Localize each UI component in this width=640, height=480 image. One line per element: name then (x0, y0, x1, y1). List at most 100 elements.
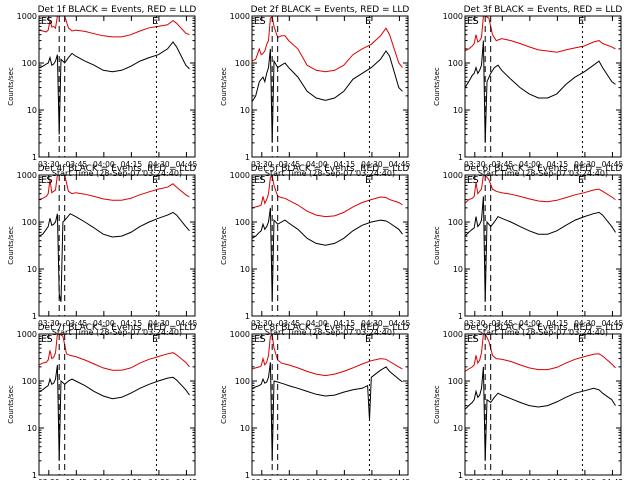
y-tick-label: 1000 (230, 12, 250, 21)
event-marker-label: S (46, 16, 52, 27)
plot-frame (251, 174, 409, 317)
x-tick-label: 04:00 (519, 160, 541, 169)
x-tick-label: 03:30 (38, 160, 60, 169)
y-axis-label: Counts/sec (7, 226, 15, 265)
y-tick-label: 100 (22, 218, 37, 227)
panel-title: Det 6f BLACK = Events, RED = LLD (464, 164, 623, 174)
event-marker-label: S (472, 334, 478, 345)
x-tick-label: 04:45 (176, 319, 198, 328)
y-tick-label: 1 (32, 471, 37, 480)
x-tick-label: 04:00 (93, 319, 115, 328)
x-tick-label: 04:45 (389, 319, 411, 328)
x-axis-label: Start Time (28-Sep-07 03:24:40) (265, 328, 395, 337)
y-tick-label: 1 (458, 153, 463, 162)
x-tick-label: 04:45 (389, 478, 411, 480)
event-marker-label: E (365, 16, 371, 27)
event-marker-label: E (41, 175, 47, 186)
event-marker-label: S (472, 175, 478, 186)
series-line-events (464, 40, 616, 143)
event-marker-label: E (152, 334, 158, 345)
panel-title: Det 4f BLACK = Events, RED = LLD (38, 164, 197, 174)
x-tick-label: 04:15 (547, 319, 569, 328)
panel-title: Det 7f BLACK = Events, RED = LLD (38, 323, 197, 333)
y-axis-label: Counts/sec (7, 67, 15, 106)
y-tick-label: 1 (458, 471, 463, 480)
series-line-events (38, 41, 190, 135)
series-line-events (464, 366, 616, 461)
x-tick-label: 04:00 (519, 319, 541, 328)
x-tick-label: 03:45 (492, 319, 514, 328)
x-tick-label: 04:15 (121, 319, 143, 328)
x-tick-label: 03:45 (279, 160, 301, 169)
x-axis-label: Start Time (28-Sep-07 03:24:40) (52, 328, 182, 337)
y-tick-label: 100 (22, 377, 37, 386)
y-tick-label: 100 (235, 59, 250, 68)
y-axis-label: Counts/sec (220, 67, 228, 106)
series-line-lld (38, 174, 190, 201)
event-marker-label: E (467, 175, 473, 186)
x-tick-label: 04:00 (93, 160, 115, 169)
plot-frame (251, 15, 409, 158)
y-axis-label: Counts/sec (220, 385, 228, 424)
x-tick-label: 04:15 (121, 160, 143, 169)
y-tick-label: 10 (240, 265, 250, 274)
y-tick-label: 1 (245, 471, 250, 480)
y-axis-label: Counts/sec (220, 226, 228, 265)
series-line-events (251, 48, 403, 143)
x-tick-label: 04:30 (148, 319, 170, 328)
x-tick-label: 04:45 (176, 478, 198, 480)
x-tick-label: 04:15 (334, 319, 356, 328)
x-tick-label: 04:00 (519, 478, 541, 480)
y-tick-label: 10 (240, 424, 250, 433)
x-tick-label: 04:15 (547, 478, 569, 480)
x-tick-label: 03:45 (66, 319, 88, 328)
panel-title: Det 9f BLACK = Events, RED = LLD (464, 323, 623, 333)
series-line-lld (464, 174, 616, 204)
event-marker-label: E (152, 175, 158, 186)
series-line-events (38, 364, 190, 461)
y-tick-label: 10 (240, 106, 250, 115)
y-tick-label: 10 (27, 106, 37, 115)
plot-frame (464, 15, 622, 158)
y-axis-label: Counts/sec (433, 385, 441, 424)
x-tick-label: 03:45 (279, 478, 301, 480)
x-tick-label: 03:30 (38, 478, 60, 480)
event-marker-label: E (467, 16, 473, 27)
y-tick-label: 1000 (17, 171, 37, 180)
x-tick-label: 04:00 (306, 319, 328, 328)
plot-frame (464, 333, 622, 476)
x-tick-label: 04:30 (148, 478, 170, 480)
event-marker-label: E (254, 175, 260, 186)
x-tick-label: 03:30 (251, 319, 273, 328)
y-tick-label: 100 (235, 377, 250, 386)
y-axis-label: Counts/sec (433, 226, 441, 265)
y-tick-label: 1 (32, 312, 37, 321)
x-tick-label: 04:45 (602, 478, 624, 480)
series-line-lld (38, 333, 190, 371)
series-line-events (464, 196, 616, 302)
x-axis-label: Start Time (28-Sep-07 03:24:40) (265, 169, 395, 178)
series-line-lld (464, 15, 616, 53)
y-axis-label: Counts/sec (433, 67, 441, 106)
y-tick-label: 10 (27, 424, 37, 433)
event-marker-label: E (578, 16, 584, 27)
y-tick-label: 10 (453, 424, 463, 433)
x-axis-label: Start Time (28-Sep-07 03:24:40) (478, 328, 608, 337)
x-tick-label: 04:30 (361, 319, 383, 328)
y-tick-label: 1 (245, 153, 250, 162)
x-tick-label: 04:45 (602, 160, 624, 169)
plot-frame (38, 15, 196, 158)
x-tick-label: 04:45 (602, 319, 624, 328)
y-tick-label: 10 (27, 265, 37, 274)
plot-frame (251, 333, 409, 476)
event-marker-label: S (46, 334, 52, 345)
plot-frame (38, 333, 196, 476)
y-tick-label: 1 (32, 153, 37, 162)
event-marker-label: S (259, 175, 265, 186)
